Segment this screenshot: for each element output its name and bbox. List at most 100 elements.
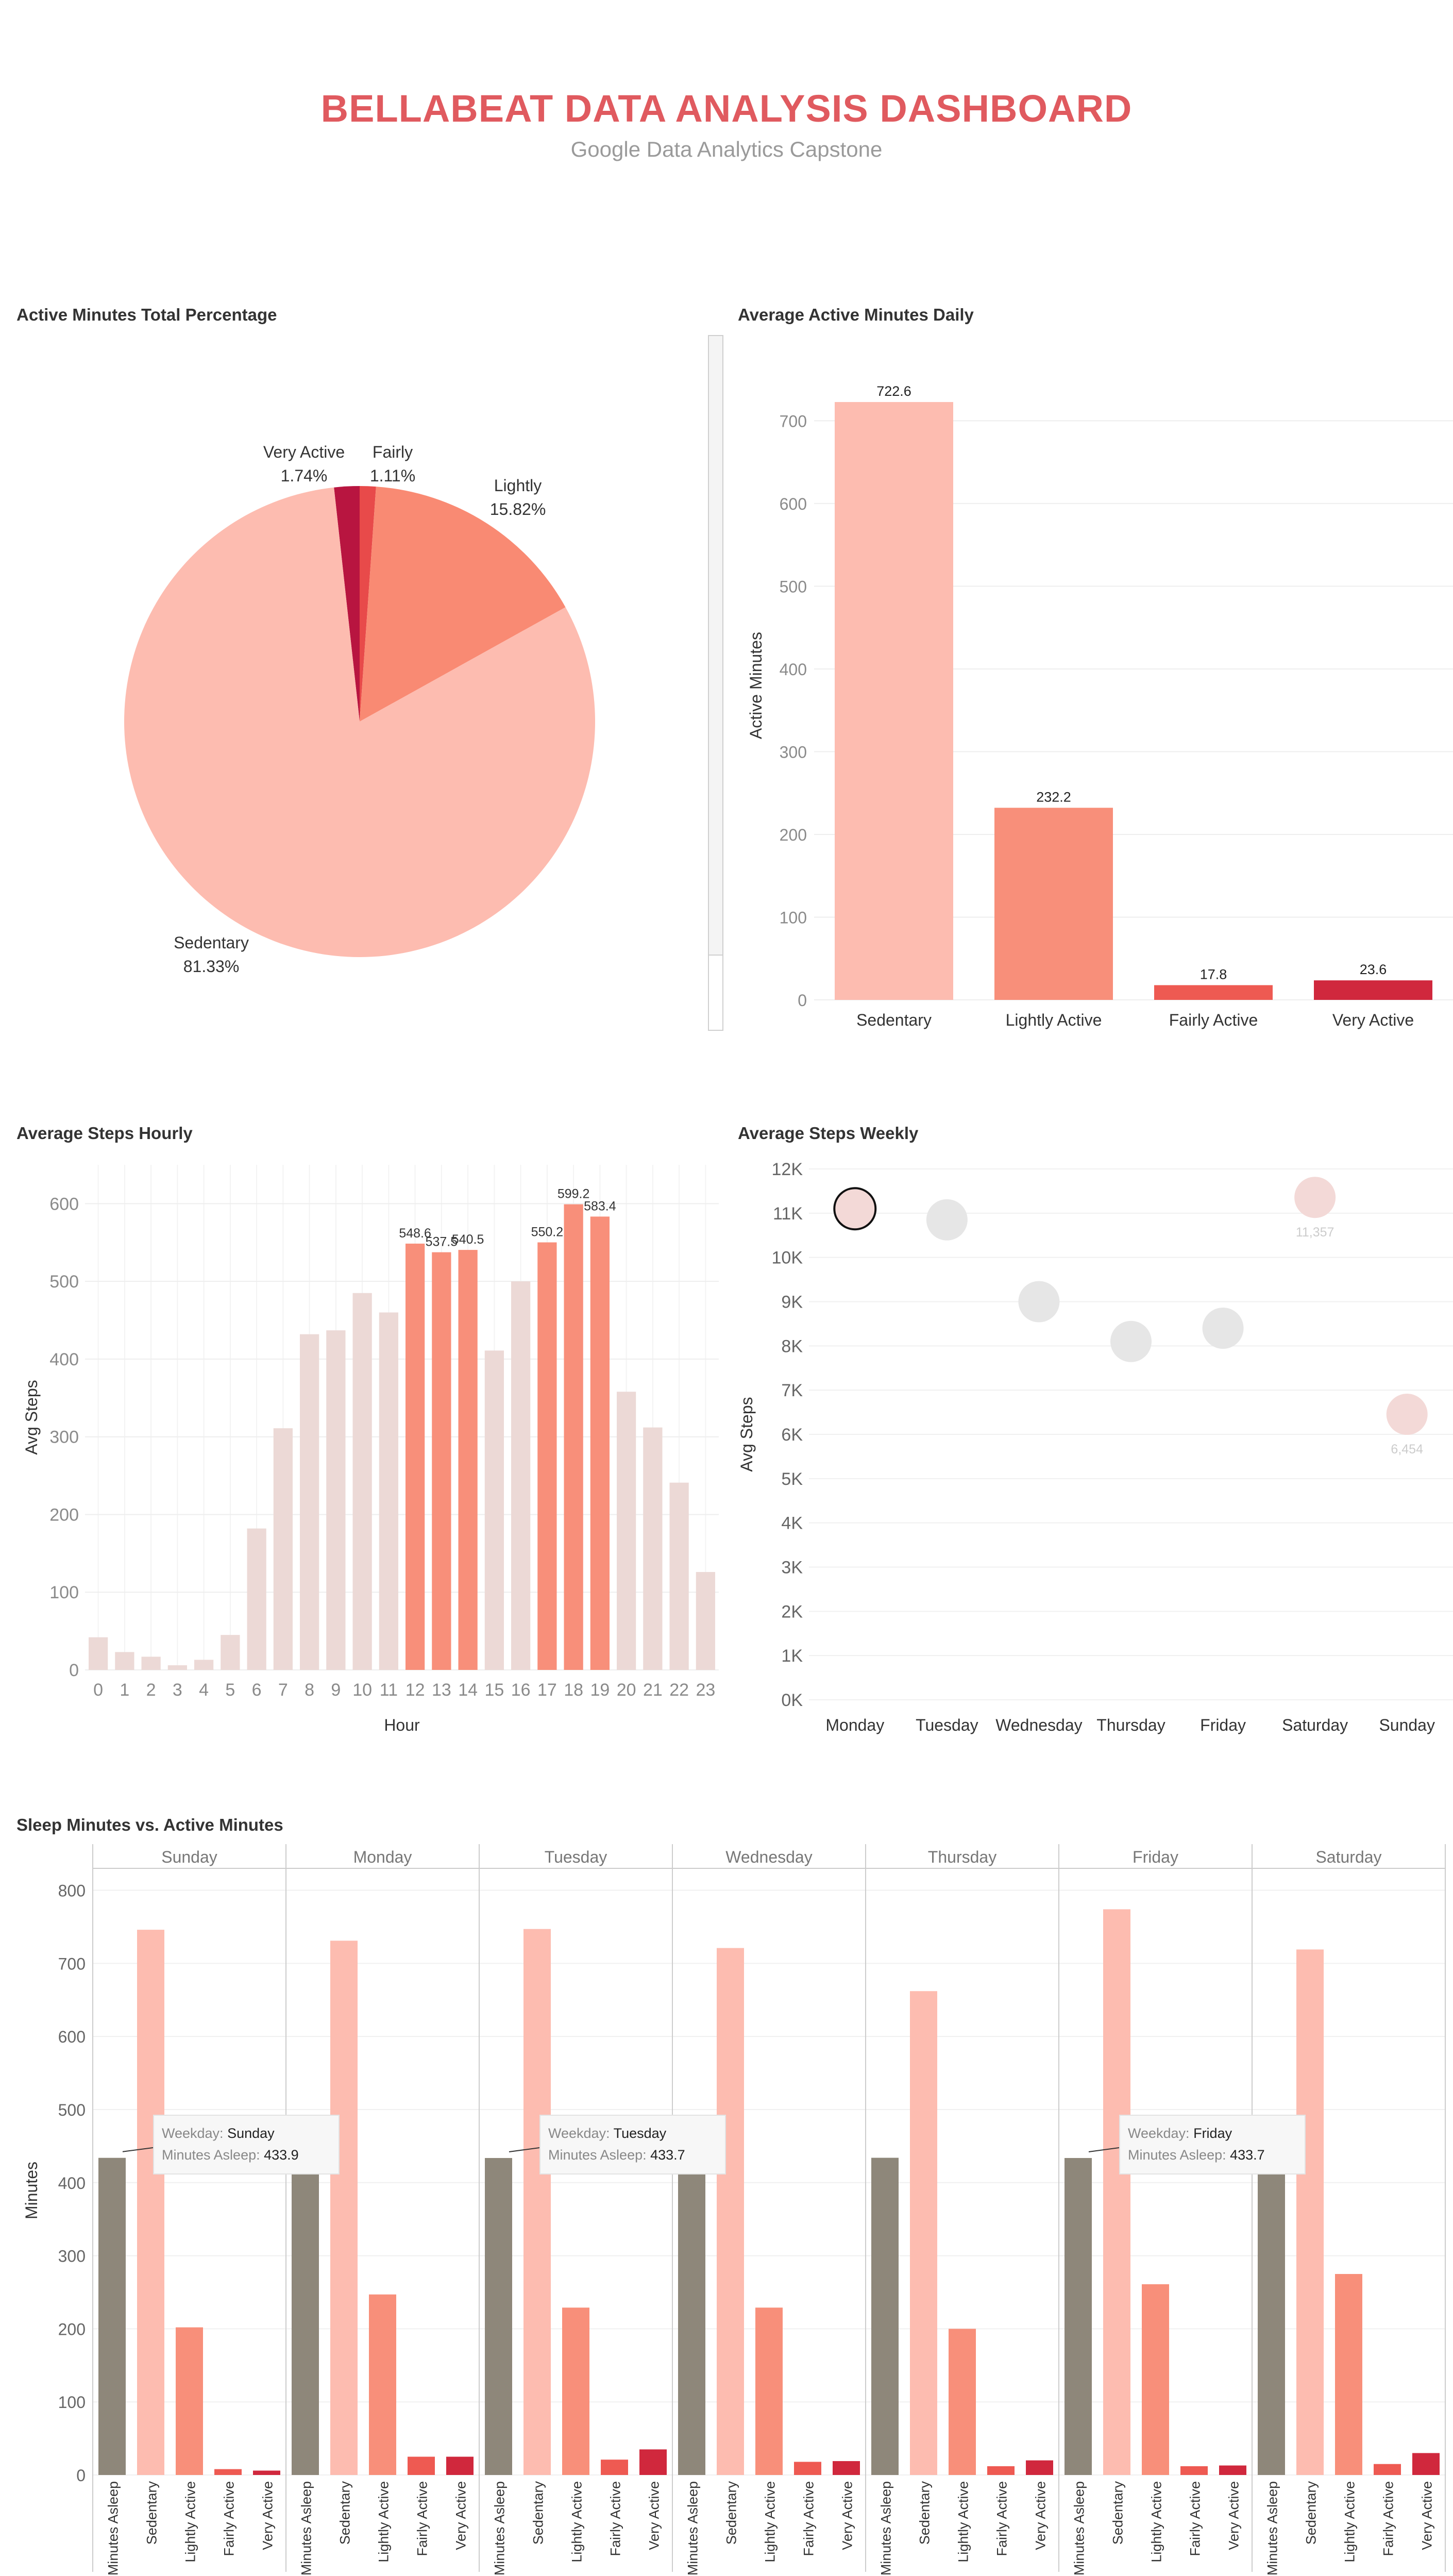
- x-tick-label: 9: [331, 1680, 341, 1700]
- x-tick-label: 8: [305, 1680, 314, 1700]
- point-tuesday[interactable]: [926, 1199, 968, 1241]
- bar-hour-9[interactable]: [326, 1330, 346, 1670]
- bar-hour-16[interactable]: [511, 1281, 531, 1670]
- bar-saturday-lightly-active[interactable]: [1335, 2274, 1362, 2475]
- y-tick-label: 300: [58, 2247, 86, 2266]
- bar-hour-11[interactable]: [379, 1312, 398, 1670]
- tooltip-weekday-value: Tuesday: [614, 2126, 667, 2141]
- x-tick-label: 10: [352, 1680, 372, 1700]
- bar-wednesday-lightly-active[interactable]: [755, 2307, 783, 2475]
- bar-hour-12[interactable]: [406, 1243, 425, 1670]
- bar-hour-8[interactable]: [300, 1334, 319, 1670]
- bar-monday-fairly-active[interactable]: [408, 2456, 435, 2475]
- bar-monday-sedentary[interactable]: [330, 1941, 358, 2475]
- bar-saturday-minutes-asleep[interactable]: [1258, 2163, 1285, 2475]
- x-tick-label: Very Active: [453, 2481, 469, 2550]
- tooltip-box[interactable]: [539, 2115, 726, 2174]
- bar-hour-7[interactable]: [273, 1428, 293, 1670]
- bar-monday-lightly-active[interactable]: [369, 2294, 396, 2475]
- bar-friday-lightly-active[interactable]: [1142, 2284, 1169, 2475]
- chart-scrollbar[interactable]: [708, 335, 723, 1031]
- bar-wednesday-very-active[interactable]: [833, 2461, 860, 2475]
- bar-sedentary[interactable]: [835, 402, 953, 1000]
- dashboard-title: BELLABEAT DATA ANALYSIS DASHBOARD: [320, 87, 1133, 130]
- active-minutes-pie-chart[interactable]: Very Active 1.74% Fairly 1.11% Lightly 15.82%…: [0, 330, 711, 1041]
- bar-hour-6[interactable]: [247, 1528, 266, 1670]
- bar-friday-sedentary[interactable]: [1103, 1909, 1130, 2475]
- bar-sunday-fairly-active[interactable]: [214, 2469, 242, 2475]
- bar-hour-4[interactable]: [194, 1660, 214, 1670]
- bar-sunday-sedentary[interactable]: [137, 1930, 164, 2475]
- bar-hour-23[interactable]: [696, 1572, 715, 1670]
- bar-lightly-active[interactable]: [994, 808, 1113, 1000]
- panel-header: Monday: [353, 1848, 412, 1866]
- bar-hour-2[interactable]: [141, 1657, 161, 1670]
- bar-monday-minutes-asleep[interactable]: [292, 2163, 319, 2475]
- bar-hour-18[interactable]: [564, 1204, 583, 1670]
- bar-wednesday-sedentary[interactable]: [717, 1948, 744, 2475]
- bar-tuesday-fairly-active[interactable]: [601, 2460, 628, 2475]
- x-tick-label: 7: [278, 1680, 288, 1700]
- bar-saturday-fairly-active[interactable]: [1374, 2464, 1401, 2475]
- bar-wednesday-fairly-active[interactable]: [794, 2462, 821, 2475]
- bar-saturday-very-active[interactable]: [1412, 2453, 1440, 2475]
- bar-hour-13[interactable]: [432, 1252, 451, 1670]
- bar-hour-20[interactable]: [617, 1392, 636, 1670]
- x-tick-label: 15: [484, 1680, 504, 1700]
- bar-sunday-lightly-active[interactable]: [176, 2327, 203, 2475]
- bar-very-active[interactable]: [1314, 980, 1432, 1000]
- y-tick-label: 0: [798, 991, 807, 1010]
- weekly-chart-title: Average Steps Weekly: [738, 1124, 919, 1143]
- bar-hour-21[interactable]: [643, 1427, 663, 1670]
- tooltip-box[interactable]: [153, 2115, 340, 2174]
- bar-saturday-sedentary[interactable]: [1296, 1949, 1324, 2475]
- pie-slice-lightly[interactable]: [360, 487, 566, 722]
- bar-hour-22[interactable]: [669, 1482, 689, 1670]
- x-tick-label: Lightly Active: [1006, 1011, 1102, 1029]
- bar-hour-0[interactable]: [89, 1637, 108, 1670]
- point-wednesday[interactable]: [1018, 1281, 1060, 1323]
- pie-slice-very-active[interactable]: [334, 486, 360, 722]
- bar-hour-15[interactable]: [484, 1350, 504, 1670]
- bar-sunday-minutes-asleep[interactable]: [98, 2157, 126, 2475]
- x-tick-label: Tuesday: [916, 1716, 978, 1734]
- bar-tuesday-lightly-active[interactable]: [562, 2307, 589, 2475]
- bar-thursday-fairly-active[interactable]: [987, 2466, 1015, 2475]
- bar-sunday-very-active[interactable]: [253, 2470, 280, 2475]
- bar-wednesday-minutes-asleep[interactable]: [678, 2163, 705, 2475]
- bar-hour-5[interactable]: [221, 1635, 240, 1670]
- tooltip-weekday: Weekday: Tuesday: [548, 2126, 667, 2141]
- pie-slice-fairly[interactable]: [360, 486, 376, 722]
- bar-hour-1[interactable]: [115, 1652, 134, 1670]
- bar-tuesday-minutes-asleep[interactable]: [485, 2157, 512, 2475]
- tooltip-weekday-value: Friday: [1193, 2126, 1232, 2141]
- bar-hour-14[interactable]: [458, 1250, 478, 1670]
- bar-monday-very-active[interactable]: [446, 2456, 474, 2475]
- point-saturday[interactable]: [1294, 1177, 1336, 1218]
- point-sunday[interactable]: [1386, 1394, 1428, 1435]
- bar-fairly-active[interactable]: [1154, 985, 1273, 1000]
- bar-hour-17[interactable]: [537, 1242, 557, 1670]
- tooltip-box[interactable]: [1119, 2115, 1306, 2174]
- bar-friday-fairly-active[interactable]: [1180, 2466, 1208, 2475]
- bar-tuesday-sedentary[interactable]: [523, 1929, 551, 2475]
- daily-active-minutes-bar-chart: 0 100 200 300 400 500 600 700 Active Minutes 722.…: [747, 383, 1453, 1029]
- bar-thursday-very-active[interactable]: [1026, 2460, 1053, 2475]
- point-thursday[interactable]: [1110, 1320, 1152, 1362]
- bar-thursday-sedentary[interactable]: [910, 1991, 937, 2475]
- bar-tuesday-very-active[interactable]: [639, 2449, 667, 2475]
- bar-friday-very-active[interactable]: [1219, 2465, 1246, 2475]
- scrollbar-thumb[interactable]: [709, 955, 722, 1030]
- bar-thursday-lightly-active[interactable]: [949, 2329, 976, 2475]
- x-tick-label: Sunday: [1379, 1716, 1435, 1734]
- bar-hour-19[interactable]: [590, 1216, 610, 1670]
- y-tick-label: 500: [58, 2101, 86, 2119]
- bar-friday-minutes-asleep[interactable]: [1065, 2157, 1092, 2475]
- pie-slice-sedentary[interactable]: [124, 487, 596, 957]
- bar-hour-3[interactable]: [167, 1665, 187, 1670]
- bar-hour-10[interactable]: [352, 1293, 372, 1670]
- point-friday[interactable]: [1202, 1308, 1244, 1349]
- bar-thursday-minutes-asleep[interactable]: [871, 2157, 899, 2475]
- point-monday[interactable]: [833, 1187, 877, 1231]
- pie-label: Lightly: [494, 476, 542, 495]
